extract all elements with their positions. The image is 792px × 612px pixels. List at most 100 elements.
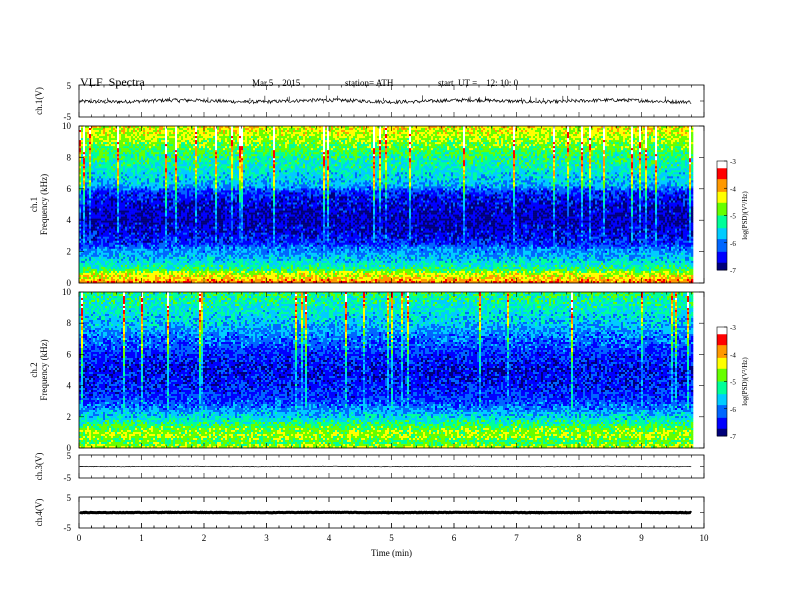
spectrogram-cell	[141, 154, 144, 157]
spectrogram-cell	[165, 136, 168, 139]
spectrogram-cell	[159, 134, 162, 137]
spectrogram-cell	[313, 126, 316, 129]
spectrogram-cell	[219, 128, 222, 131]
spectrogram-cell	[629, 128, 632, 131]
spectrogram-cell	[369, 154, 372, 157]
spectrogram-cell	[683, 130, 686, 133]
spectrogram-cell	[643, 136, 646, 139]
spectrogram-cell	[691, 154, 694, 157]
spectrogram-cell	[217, 156, 220, 159]
spectrogram-cell	[491, 150, 494, 153]
spectrogram-cell	[311, 152, 314, 155]
spectrogram-cell	[377, 126, 380, 129]
spectrogram-cell	[133, 144, 136, 147]
spectrogram-cell	[653, 130, 656, 133]
spectrogram-cell	[497, 144, 500, 147]
spectrogram-cell	[309, 130, 312, 133]
spectrogram-cell	[221, 126, 224, 129]
spectrogram-cell	[543, 152, 546, 155]
spectrogram-cell	[533, 142, 536, 145]
spectrogram-cell	[189, 138, 192, 141]
spectrogram-cell	[155, 130, 158, 133]
spectrogram-cell	[215, 148, 218, 151]
spectrogram-cell	[219, 156, 222, 159]
spectrogram-cell	[657, 126, 660, 129]
spectrogram-cell	[573, 132, 576, 135]
spectrogram-cell	[603, 152, 606, 155]
spectrogram-cell	[289, 132, 292, 135]
spectrogram-cell	[583, 140, 586, 143]
spectrogram-cell	[639, 148, 642, 151]
spectrogram-cell	[441, 128, 444, 131]
spectrogram-cell	[535, 140, 538, 143]
spectrogram-cell	[579, 144, 582, 147]
spectrogram-cell	[339, 130, 342, 133]
spectrogram-cell	[597, 152, 600, 155]
spectrogram-cell	[213, 154, 216, 157]
spectrogram-cell	[201, 134, 204, 137]
spectrogram-cell	[563, 136, 566, 139]
spectrogram-cell	[381, 134, 384, 137]
spectrogram-cell	[161, 146, 164, 149]
spectrogram-cell	[603, 140, 606, 143]
spectrogram-cell	[461, 156, 464, 159]
spectrogram-cell	[625, 142, 628, 145]
spectrogram-cell	[293, 134, 296, 137]
spectrogram-cell	[427, 140, 430, 143]
spectrogram-cell	[603, 128, 606, 131]
spectrogram-cell	[313, 150, 316, 153]
spectrogram-cell	[439, 144, 442, 147]
spectrogram-cell	[419, 138, 422, 141]
spectrogram-cell	[393, 150, 396, 153]
spectrogram-cell	[309, 134, 312, 137]
spectrogram-cell	[247, 138, 250, 141]
spectrogram-cell	[493, 152, 496, 155]
spectrogram-cell	[421, 132, 424, 135]
spectrogram-cell	[471, 156, 474, 159]
spectrogram-cell	[85, 132, 88, 135]
spectrogram-cell	[537, 146, 540, 149]
spectrogram-cell	[407, 136, 410, 139]
spectrogram-cell	[497, 140, 500, 143]
spectrogram-cell	[87, 152, 90, 155]
spectrogram-cell	[303, 146, 306, 149]
spectrogram-cell	[511, 142, 514, 145]
spectrogram-cell	[477, 150, 480, 153]
spectrogram-cell	[395, 154, 398, 157]
spectrogram-cell	[257, 134, 260, 137]
spectrogram-cell	[89, 138, 92, 141]
spectrogram-cell	[487, 144, 490, 147]
spectrogram-cell	[107, 152, 110, 155]
spectrogram-cell	[381, 136, 384, 139]
spectrogram-cell	[445, 144, 448, 147]
spectrogram-cell	[327, 130, 330, 133]
spectrogram-cell	[631, 152, 634, 155]
spectrogram-cell	[657, 150, 660, 153]
spectrogram-cell	[657, 144, 660, 147]
spectrogram-cell	[565, 138, 568, 141]
spectrogram-cell	[133, 134, 136, 137]
spectrogram-cell	[99, 150, 102, 153]
spectrogram-cell	[549, 132, 552, 135]
spectrogram-cell	[629, 148, 632, 151]
spectrogram-cell	[187, 144, 190, 147]
spectrogram-cell	[567, 126, 570, 129]
spectrogram-cell	[403, 152, 406, 155]
spectrogram-cell	[489, 146, 492, 149]
spectrogram-cell	[231, 144, 234, 147]
spectrogram-cell	[547, 154, 550, 157]
spectrogram-cell	[575, 152, 578, 155]
spectrogram-cell	[179, 136, 182, 139]
spectrogram-cell	[481, 152, 484, 155]
spectrogram-cell	[225, 146, 228, 149]
spectrogram-cell	[297, 136, 300, 139]
spectrogram-cell	[307, 140, 310, 143]
spectrogram-cell	[589, 148, 592, 151]
spectrogram-cell	[687, 142, 690, 145]
spectrogram-cell	[345, 154, 348, 157]
spectrogram-cell	[521, 132, 524, 135]
spectrogram-cell	[297, 130, 300, 133]
spectrogram-cell	[505, 126, 508, 129]
spectrogram-cell	[325, 130, 328, 133]
spectrogram-cell	[541, 134, 544, 137]
